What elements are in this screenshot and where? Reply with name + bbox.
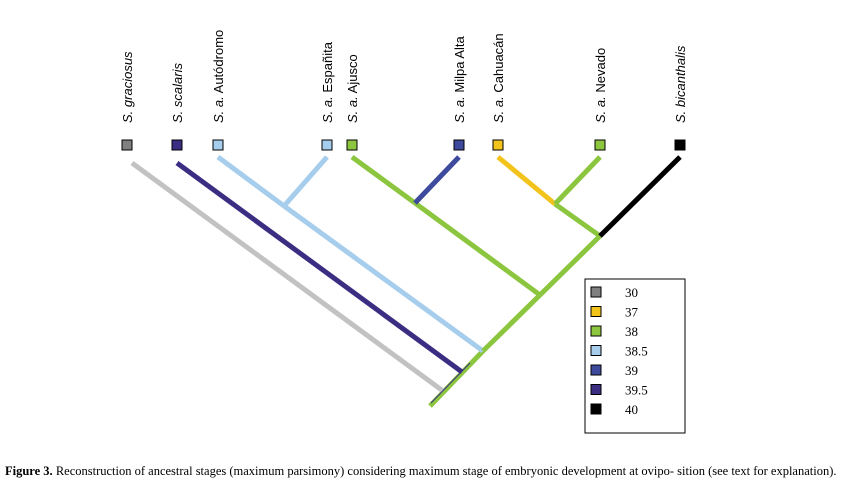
branch-ajusco-clade-stem (481, 293, 542, 353)
branch-graciosus (130, 160, 445, 394)
branch-ajusco-milpa-stem (413, 200, 542, 298)
branch-milpa-alta (413, 155, 461, 205)
caption-text: Reconstruction of ancestral stages (maxi… (52, 464, 837, 478)
legend-box (584, 278, 686, 434)
taxon-marker-2 (212, 139, 224, 151)
taxon-marker-0 (121, 139, 133, 151)
legend-swatch-6 (590, 403, 602, 415)
branch-cahuacan (496, 155, 557, 206)
taxon-label-3: S. a. Españita (320, 41, 335, 123)
caption-label: Figure 3. (5, 464, 53, 478)
legend-swatch-5 (590, 384, 602, 395)
legend-label-4: 39 (625, 363, 638, 378)
branch-scalaris (175, 160, 464, 375)
branch-nevado-clade-stem (538, 234, 602, 297)
taxon-markers (121, 139, 686, 151)
branch-bicanthalis (598, 155, 682, 238)
legend-label-0: 30 (625, 285, 638, 300)
legend-swatch-3 (590, 345, 602, 356)
branch-nevado (553, 155, 602, 206)
branch-root-outline (430, 362, 471, 404)
legend-swatch-4 (590, 364, 602, 376)
taxon-label-6: S. a. Cahuacán (491, 33, 506, 123)
phylogenetic-tree: S. graciosus S. scalaris S. a. Autódromo S.… (120, 30, 688, 434)
legend-label-6: 40 (625, 402, 638, 417)
legend-swatch-2 (590, 325, 602, 337)
legend-label-5: 39.5 (625, 383, 648, 398)
taxon-marker-5 (453, 139, 465, 151)
taxon-label-2: S. a. Autódromo (211, 30, 226, 123)
branch-autodromo (216, 154, 286, 209)
taxon-marker-6 (492, 139, 504, 151)
taxon-marker-3 (321, 139, 333, 151)
taxon-marker-7 (594, 139, 606, 151)
taxon-marker-1 (171, 139, 183, 151)
legend-label-2: 38 (625, 324, 638, 339)
branch-autodromo-espanita-stem (282, 203, 485, 354)
legend-label-1: 37 (625, 305, 639, 320)
branch-ajusco (350, 154, 417, 206)
taxon-label-7: S. a. Nevado (593, 48, 608, 123)
legend-swatch-0 (590, 286, 602, 298)
taxon-label-5: S. a. Milpa Alta (452, 35, 467, 123)
branch-root (428, 349, 485, 408)
legend-label-3: 38.5 (625, 344, 648, 359)
figure-caption: Figure 3. Reconstruction of ancestral st… (5, 462, 850, 480)
taxon-label-0: S. graciosus (120, 51, 135, 123)
tree-branches (130, 154, 682, 408)
taxon-label-1: S. scalaris (170, 63, 185, 123)
branch-espanita (282, 155, 329, 208)
taxon-marker-8 (674, 139, 686, 151)
taxon-labels: S. graciosus S. scalaris S. a. Autódromo S.… (120, 30, 688, 123)
legend-swatch-1 (590, 306, 602, 317)
taxon-label-8: S. bicanthalis (673, 45, 688, 123)
legend: 30 37 38 38.5 39 39.5 40 (584, 278, 686, 434)
taxon-marker-4 (346, 139, 358, 151)
branch-cahuacan-nevado-stem (553, 201, 602, 239)
taxon-label-4: S. a. Ajusco (345, 54, 360, 123)
